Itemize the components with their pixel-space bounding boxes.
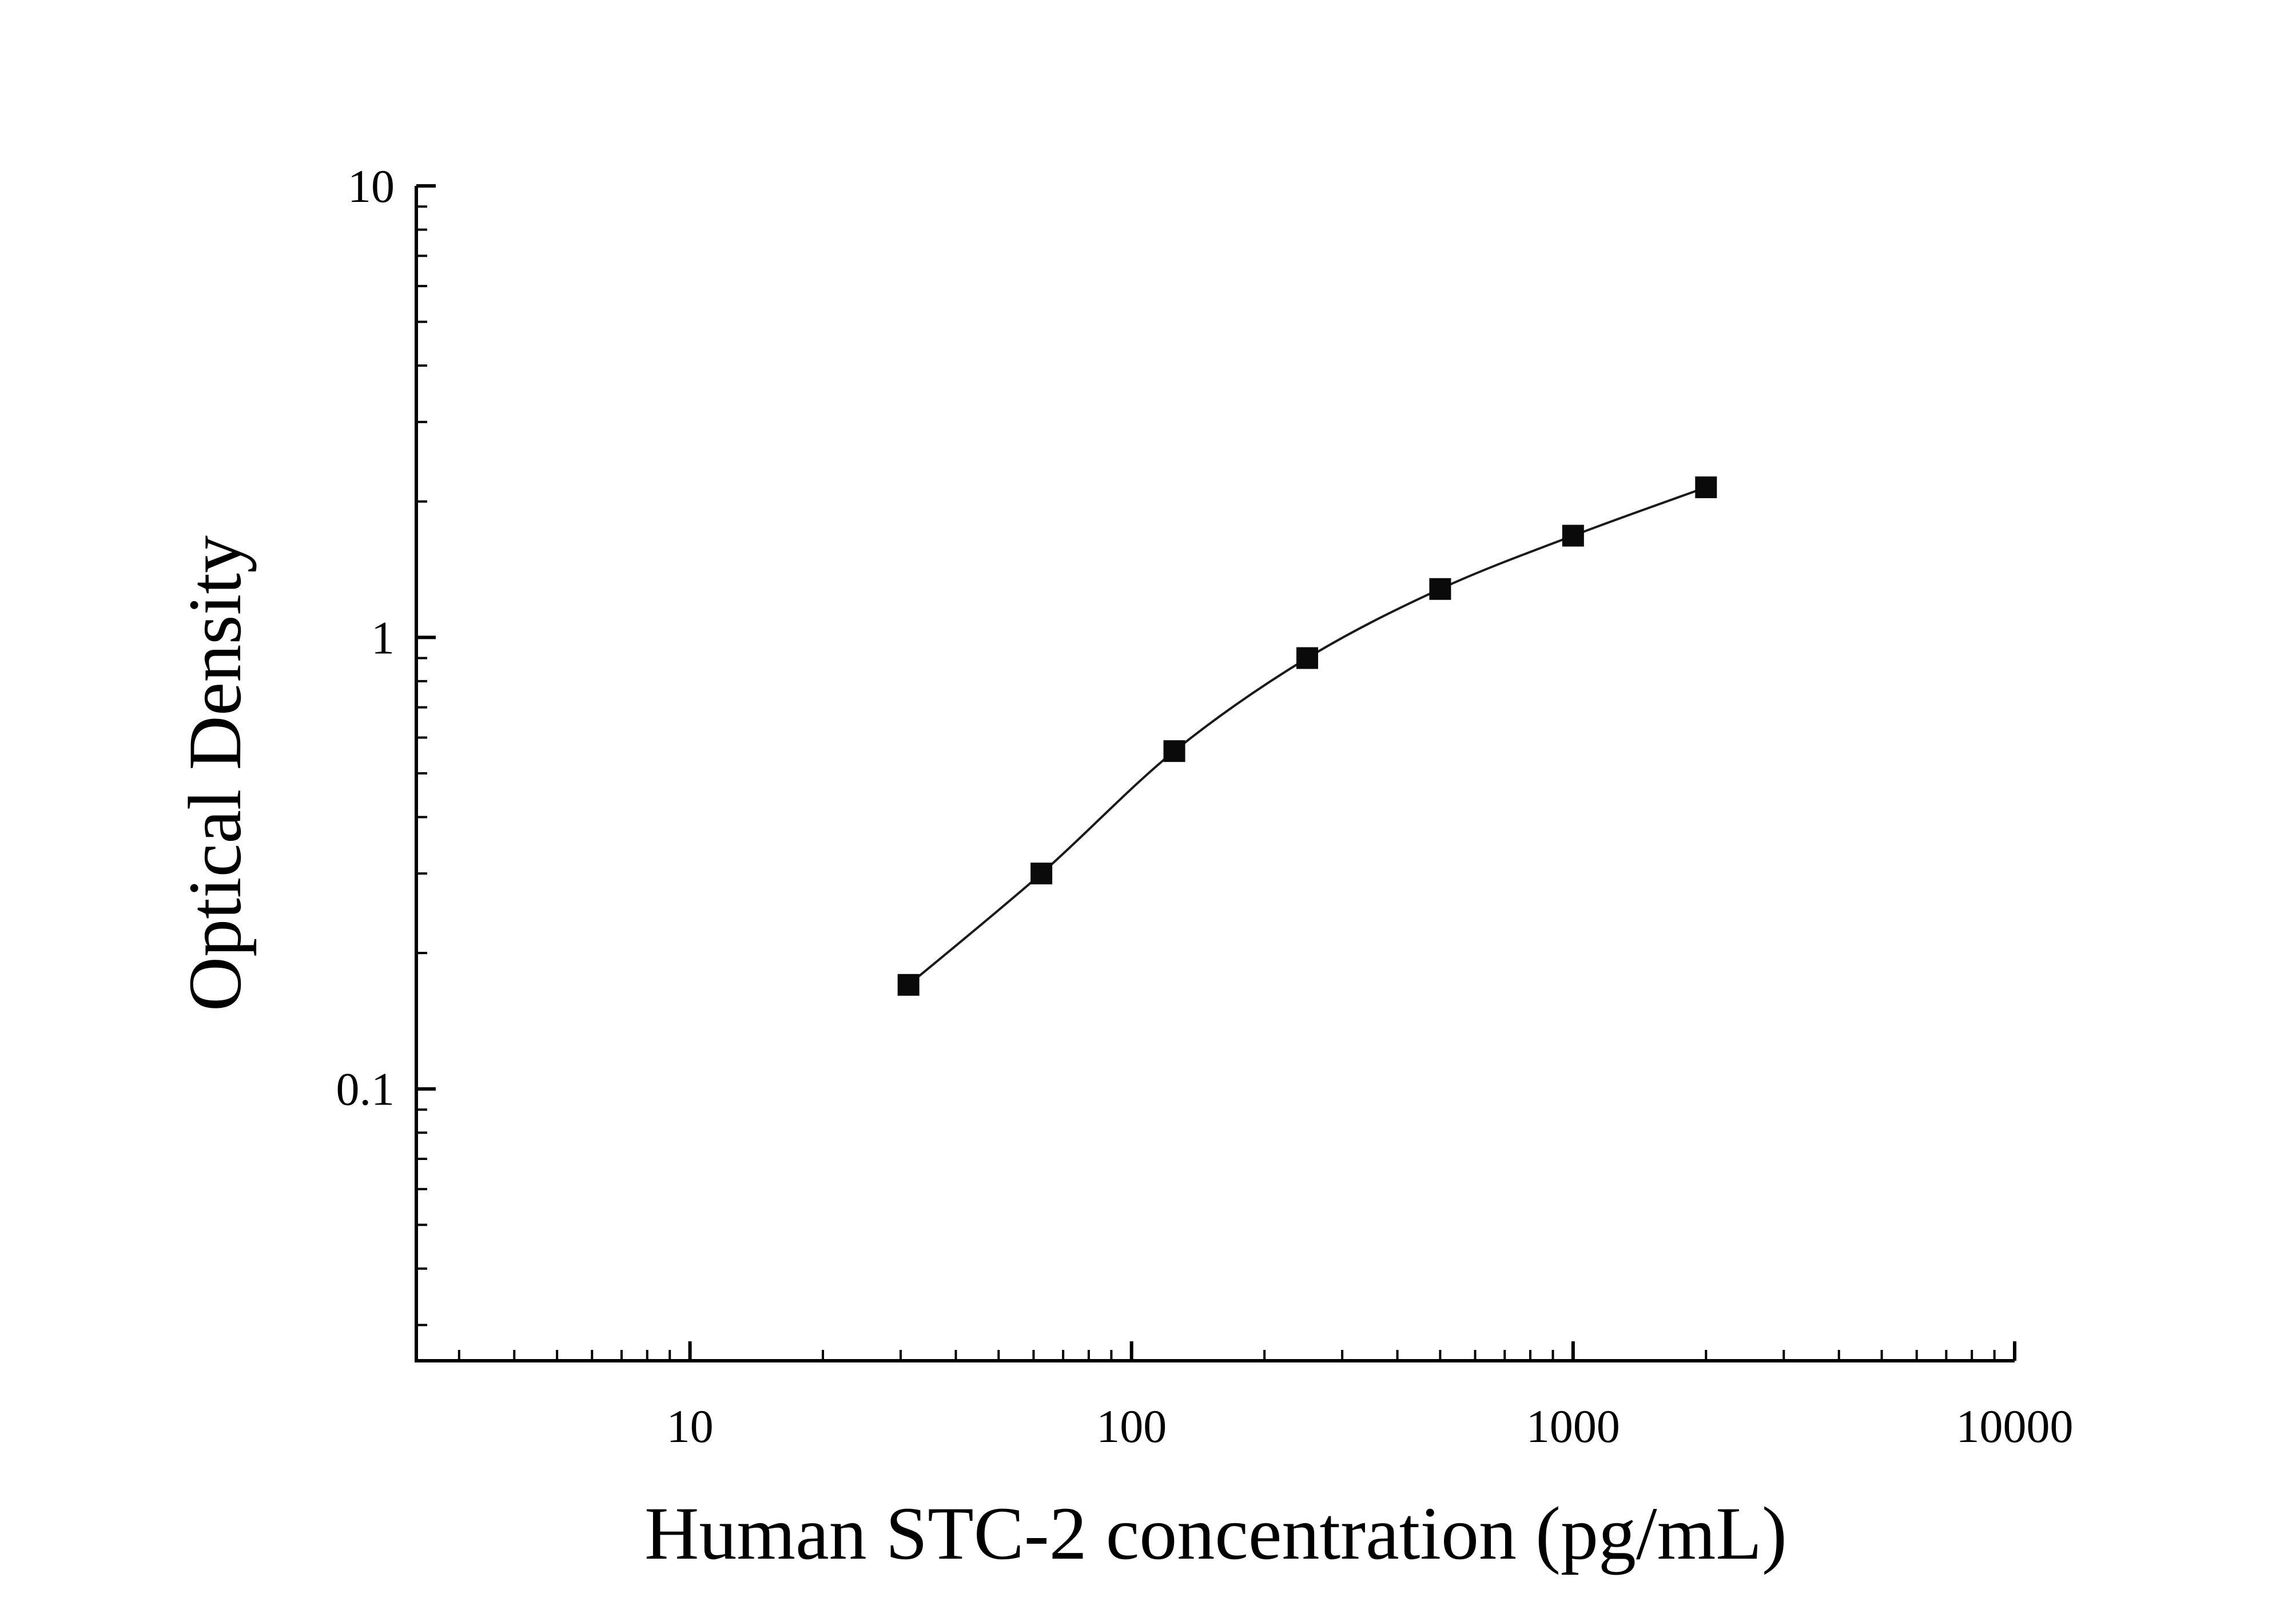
plot-area: 10 100 1000 10000 0.1 1 10 [336, 160, 2074, 1452]
x-axis-title: Human STC-2 concentration (pg/mL) [644, 1491, 1787, 1575]
x-tick-label: 10000 [1956, 1400, 2074, 1452]
y-axis-title: Optical Density [173, 535, 257, 1011]
y-tick-label: 10 [348, 160, 395, 212]
data-point-marker [1429, 578, 1451, 600]
data-point-marker [1562, 525, 1584, 547]
data-point-marker [1163, 740, 1185, 762]
y-tick-label: 0.1 [336, 1063, 395, 1115]
data-point-marker [1030, 863, 1053, 885]
data-point-marker [897, 974, 920, 996]
fit-curve [908, 486, 1706, 986]
y-tick-label: 1 [371, 611, 395, 664]
data-point-marker [1695, 476, 1717, 498]
x-tick-label: 1000 [1526, 1400, 1620, 1452]
x-tick-label: 100 [1096, 1400, 1167, 1452]
data-point-marker [1296, 647, 1318, 669]
x-tick-label: 10 [667, 1400, 714, 1452]
